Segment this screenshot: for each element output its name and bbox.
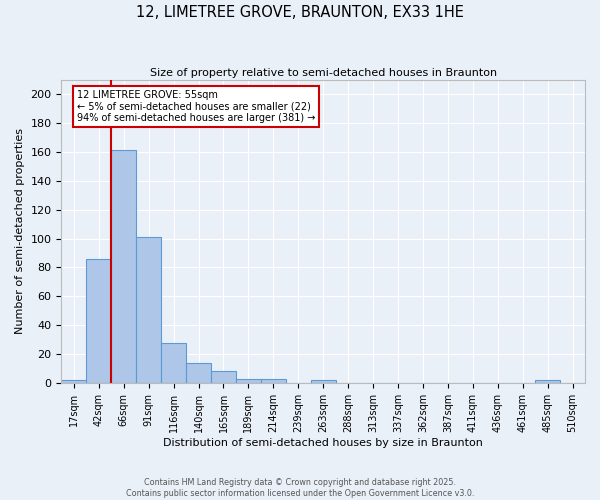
Bar: [261, 378, 286, 383]
Text: 12 LIMETREE GROVE: 55sqm
← 5% of semi-detached houses are smaller (22)
94% of se: 12 LIMETREE GROVE: 55sqm ← 5% of semi-de…: [77, 90, 316, 124]
Text: 12, LIMETREE GROVE, BRAUNTON, EX33 1HE: 12, LIMETREE GROVE, BRAUNTON, EX33 1HE: [136, 5, 464, 20]
Bar: [211, 372, 236, 383]
Text: Contains HM Land Registry data © Crown copyright and database right 2025.
Contai: Contains HM Land Registry data © Crown c…: [126, 478, 474, 498]
Bar: [311, 380, 335, 383]
X-axis label: Distribution of semi-detached houses by size in Braunton: Distribution of semi-detached houses by …: [163, 438, 483, 448]
Bar: [86, 259, 111, 383]
Bar: [186, 363, 211, 383]
Bar: [136, 237, 161, 383]
Bar: [535, 380, 560, 383]
Bar: [61, 380, 86, 383]
Bar: [161, 342, 186, 383]
Bar: [111, 150, 136, 383]
Y-axis label: Number of semi-detached properties: Number of semi-detached properties: [15, 128, 25, 334]
Title: Size of property relative to semi-detached houses in Braunton: Size of property relative to semi-detach…: [149, 68, 497, 78]
Bar: [236, 378, 261, 383]
